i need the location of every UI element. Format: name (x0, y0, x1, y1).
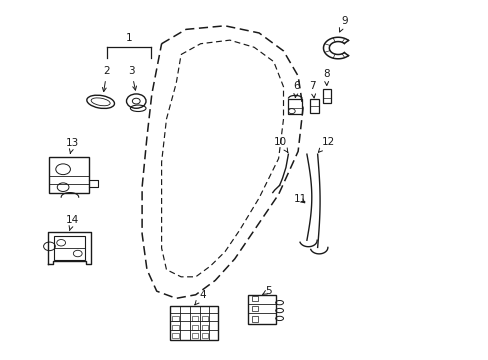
Bar (288, 99, 302, 114)
Bar (309, 99, 318, 113)
Text: 14: 14 (66, 215, 80, 231)
Bar (247, 295, 276, 324)
Text: 12: 12 (318, 137, 334, 152)
Bar (172, 324, 178, 329)
Bar (201, 333, 207, 338)
Text: 4: 4 (195, 291, 206, 305)
Bar (191, 333, 198, 338)
Text: 3: 3 (128, 66, 136, 90)
Text: 6: 6 (293, 81, 299, 98)
Bar (201, 324, 207, 329)
Text: 1: 1 (125, 33, 132, 43)
Text: 7: 7 (309, 81, 315, 98)
Text: 5: 5 (262, 286, 272, 296)
Text: 11: 11 (293, 194, 306, 204)
Bar (54, 236, 84, 260)
Bar (251, 316, 258, 321)
Bar (322, 89, 330, 103)
Text: 2: 2 (102, 66, 110, 91)
Bar (191, 316, 198, 321)
Bar (172, 316, 178, 321)
Bar (49, 157, 89, 193)
Bar (172, 333, 178, 338)
Text: 13: 13 (66, 138, 80, 153)
Bar (251, 296, 258, 301)
Text: 10: 10 (274, 137, 287, 152)
Bar (201, 316, 207, 321)
Bar (191, 324, 198, 329)
Bar (251, 306, 258, 311)
Text: 8: 8 (323, 69, 329, 85)
Bar (170, 306, 218, 339)
Text: 9: 9 (339, 16, 347, 32)
